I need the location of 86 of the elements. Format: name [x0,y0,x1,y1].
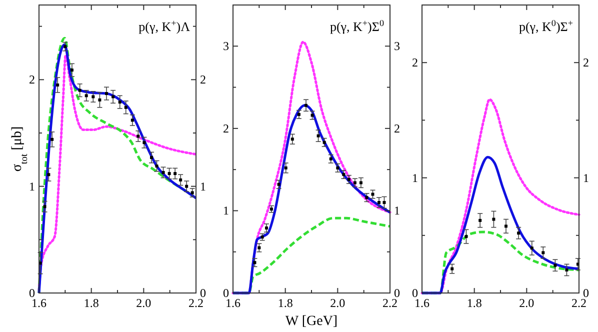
point [174,172,177,176]
point [50,138,54,141]
point [260,236,264,239]
point [450,267,454,270]
point [342,173,346,176]
point [284,166,288,170]
point [478,218,482,222]
point [70,68,74,72]
y-tick-label: 1 [412,170,418,185]
point [112,95,115,98]
point [179,178,182,182]
point [336,166,340,170]
point [270,208,273,211]
point [43,205,46,208]
point [517,232,520,235]
point [190,191,194,194]
x-tick-label: 1.8 [466,296,482,310]
text: p(γ, K$^{+}$)Σ$^{0}$ [330,18,384,34]
point [310,114,314,117]
point [378,200,381,204]
point [365,196,368,200]
y2-tick-label: 1 [200,179,206,194]
point [290,138,294,141]
y2-tick-label: 3 [394,39,400,54]
point [277,182,280,186]
point [162,170,165,174]
point [504,224,508,228]
point [118,100,122,104]
point [264,226,268,230]
y-tick-label: 2 [29,72,35,87]
x-tick-label: 1.8 [84,296,99,310]
point [565,268,568,272]
point [155,164,158,168]
x-axis-title: W [GeV] [285,314,338,329]
point [185,184,188,188]
point [105,92,108,96]
point [359,181,362,184]
line-series [232,40,392,294]
y2-tick-label: 2 [583,56,589,70]
point [297,112,300,116]
y-tick-label: 2 [223,121,229,136]
point [542,251,545,254]
y2-tick-label: 2 [394,121,400,136]
point [304,104,308,107]
point [98,98,102,102]
point [253,261,256,264]
x-tick-label: 2.0 [519,296,534,310]
point [371,192,374,196]
line-series [420,98,580,294]
text: p(γ, K$^{0}$)Σ$^{+}$ [518,18,573,34]
y-tick-label: 3 [223,39,229,54]
point [464,235,468,238]
y-tick-label: 1 [223,204,229,218]
point [316,134,320,138]
point [150,156,154,160]
x-tick-label: 2.0 [136,296,152,310]
point [322,140,326,144]
text: p(γ, K$^{+}$)Λ [138,18,191,34]
point [492,218,496,221]
point [124,106,128,109]
point [136,134,140,138]
point [347,178,350,181]
point [78,88,82,92]
x-tick-label: 2.0 [330,296,346,310]
y-tick-label: 2 [412,56,418,70]
x-tick-label: 1.8 [278,296,293,310]
y2-tick-label: 1 [394,204,400,218]
point [92,95,95,98]
point [258,246,261,250]
point [84,94,88,98]
point [168,172,171,176]
point [353,181,356,184]
point [64,45,67,48]
point [382,200,386,204]
y2-tick-label: 1 [583,170,589,185]
point [530,246,534,250]
point [554,264,557,267]
y-tick-label: 1 [29,179,35,194]
y2-tick-label: 2 [200,72,206,87]
point [142,141,146,144]
point [130,118,134,122]
point [56,84,60,86]
line-series [232,104,392,294]
line-series [420,156,580,294]
point [329,157,332,160]
point [47,173,50,176]
